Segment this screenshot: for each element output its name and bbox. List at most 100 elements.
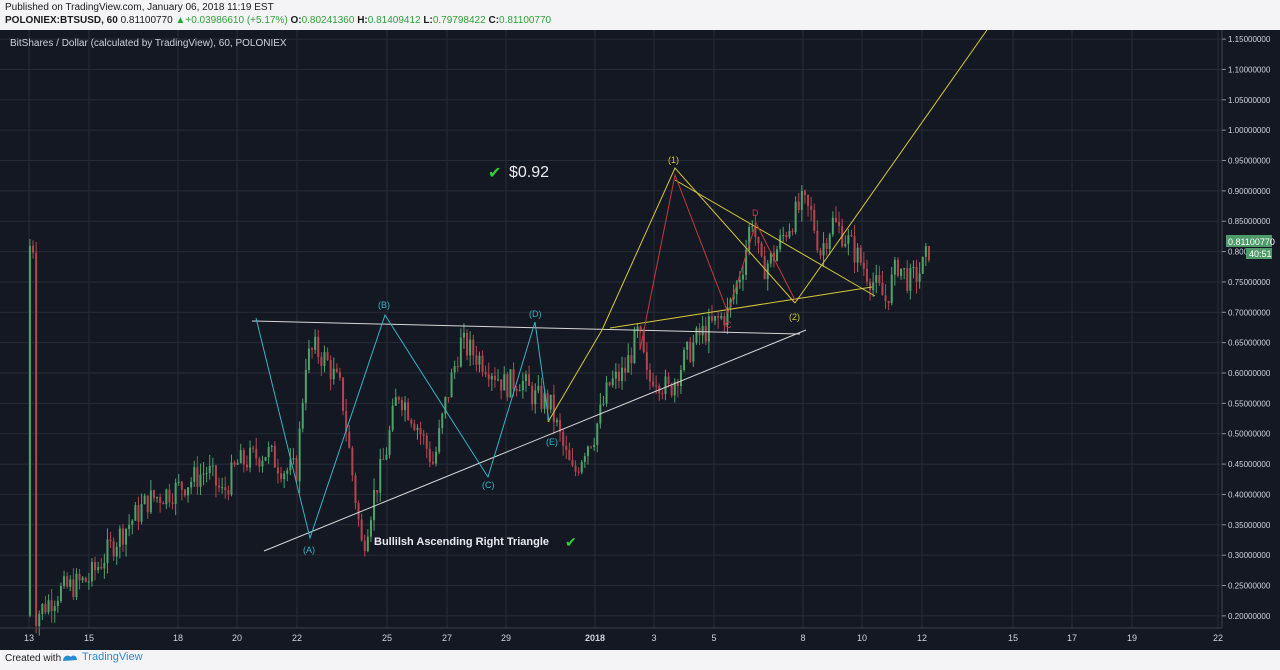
candle-body	[438, 428, 441, 452]
candle-body	[252, 447, 255, 449]
candle-body	[205, 472, 208, 474]
candle-body	[140, 504, 143, 522]
abcde-wave-line[interactable]	[255, 313, 550, 540]
candle-body	[174, 482, 177, 504]
candle-body	[131, 520, 134, 525]
candle-body	[565, 445, 568, 450]
wave-label-b: (B)	[378, 300, 390, 310]
candle-body	[602, 403, 605, 405]
open-value: 0.80241360	[301, 15, 355, 26]
triangle-support-line[interactable]	[263, 329, 807, 552]
candle-body	[816, 230, 819, 251]
candle-body	[199, 474, 202, 487]
yellow-target-line[interactable]	[794, 29, 988, 304]
yellow-upper-line[interactable]	[674, 179, 876, 297]
candle-body	[590, 446, 593, 448]
candle-body	[156, 497, 159, 499]
footer: Created with TradingView	[0, 650, 1280, 670]
candle-body	[397, 397, 400, 400]
candle-body	[422, 434, 425, 436]
candle-body	[41, 604, 44, 614]
candle-body	[369, 520, 372, 537]
candle-body	[323, 352, 326, 366]
candle-body	[453, 366, 456, 373]
candle-body	[760, 243, 763, 257]
candle-body	[859, 247, 862, 263]
candle-body	[115, 546, 118, 557]
candle-body	[531, 385, 534, 405]
red-abcd-line[interactable]	[639, 173, 796, 351]
candle-body	[230, 462, 233, 495]
candle-body	[103, 563, 106, 569]
triangle-resistance-line[interactable]	[251, 320, 801, 335]
candle-body	[608, 382, 611, 386]
candle-body	[84, 577, 87, 582]
candle-body	[171, 502, 174, 504]
target-price-label: $0.92	[509, 164, 549, 181]
candle-body	[571, 460, 574, 466]
x-tick-label: 25	[382, 633, 392, 643]
candle-body	[320, 356, 323, 366]
candle-body	[918, 273, 921, 282]
tradingview-link[interactable]: TradingView	[62, 651, 143, 663]
candle-body	[717, 316, 720, 319]
candle-body	[87, 581, 90, 583]
countdown-tag-box	[1246, 248, 1272, 259]
wave-label-e: (E)	[546, 437, 558, 447]
candle-body	[856, 247, 859, 263]
candle-body	[518, 390, 521, 392]
y-tick-label: 0.45000000	[1228, 460, 1271, 469]
published-line: Published on TradingView.com, January 06…	[5, 2, 274, 13]
candle-body	[348, 431, 351, 448]
candle-body	[661, 393, 664, 395]
candle-body	[692, 342, 695, 362]
candle-body	[769, 252, 772, 264]
x-tick-label: 8	[800, 633, 805, 643]
candle-body	[593, 444, 596, 447]
candle-body	[134, 505, 137, 521]
candle-body	[94, 562, 97, 571]
y-tick-label: 0.70000000	[1228, 308, 1271, 317]
candle-body	[391, 405, 394, 431]
candle-body	[583, 456, 586, 463]
candle-body	[528, 374, 531, 386]
candle-body	[357, 503, 360, 520]
y-tick-label: 0.35000000	[1228, 521, 1271, 530]
candle-body	[143, 495, 146, 505]
candle-body	[236, 463, 239, 465]
x-tick-label: 20	[232, 633, 242, 643]
candle-body	[413, 423, 416, 430]
yellow-lower-line[interactable]	[609, 286, 873, 329]
candle-body	[869, 281, 872, 291]
candle-body	[819, 250, 822, 256]
candle-body	[745, 249, 748, 275]
candle-body	[159, 497, 162, 503]
candle-body	[732, 294, 735, 300]
candle-body	[63, 576, 66, 586]
candle-body	[546, 393, 549, 410]
x-tick-label: 12	[917, 633, 927, 643]
y-tick-label: 0.40000000	[1228, 490, 1271, 499]
candle-body	[363, 540, 366, 552]
candle-body	[670, 383, 673, 396]
candle-body	[416, 428, 419, 430]
abcd-label-c: C	[725, 320, 732, 330]
candle-body	[211, 465, 214, 467]
candle-body	[332, 368, 335, 380]
x-tick-label: 22	[292, 633, 302, 643]
candle-body	[404, 402, 407, 411]
chart-area[interactable]: BitShares / Dollar (calculated by Tradin…	[0, 29, 1280, 650]
chart-svg[interactable]: BitShares / Dollar (calculated by Tradin…	[0, 29, 1280, 650]
candle-body	[208, 465, 211, 473]
drawing-layer	[251, 29, 988, 552]
candle-body	[720, 316, 723, 319]
yellow-start-line[interactable]	[547, 329, 603, 423]
candle-body	[779, 235, 782, 250]
candle-body	[311, 348, 314, 350]
candle-body	[751, 226, 754, 228]
yellow-impulse-line[interactable]	[601, 167, 796, 331]
y-tick-label: 0.85000000	[1228, 217, 1271, 226]
candle-body	[90, 562, 93, 582]
candle-body	[59, 585, 62, 601]
candle-body	[242, 450, 245, 465]
